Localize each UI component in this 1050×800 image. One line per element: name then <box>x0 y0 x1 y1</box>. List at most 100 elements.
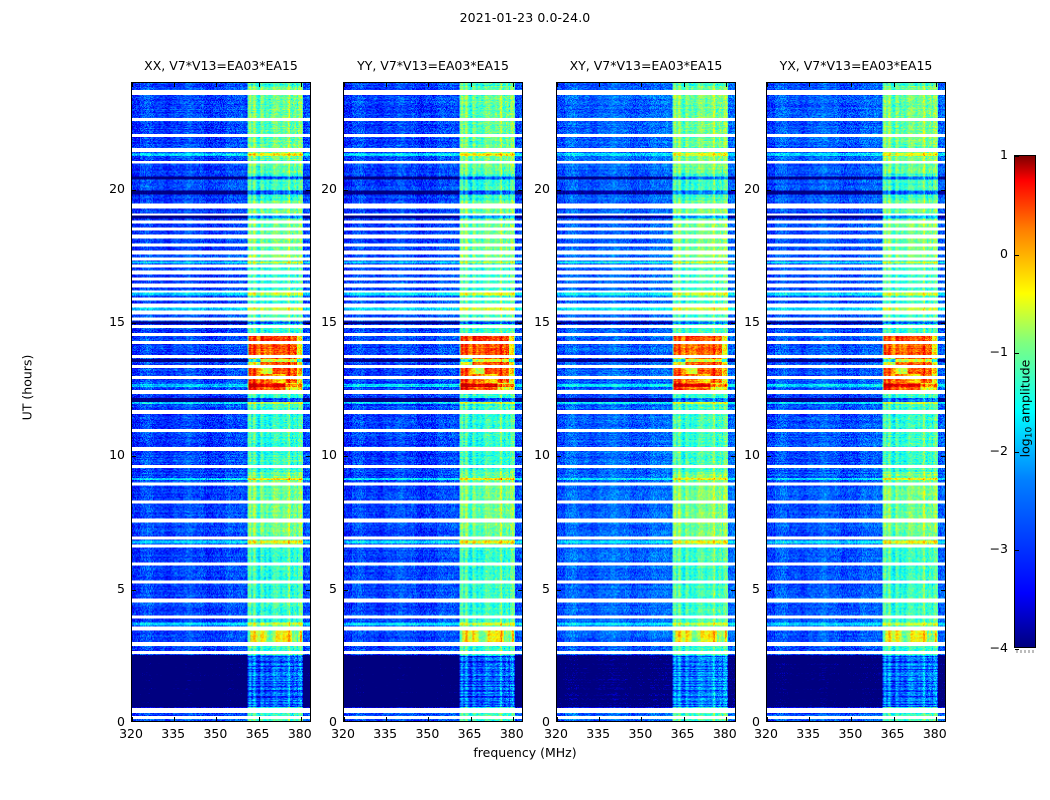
spectrum-panel-yx[interactable] <box>766 82 946 722</box>
x-tick-label: 365 <box>245 726 270 741</box>
x-axis-label: frequency (MHz) <box>473 745 577 760</box>
x-tick-label: 335 <box>161 726 186 741</box>
y-tick-mark <box>344 189 348 191</box>
x-tick-mark <box>300 717 302 721</box>
y-tick-label: 20 <box>109 180 125 196</box>
y-tick-mark <box>767 323 771 324</box>
x-tick-mark <box>174 83 176 87</box>
y-tick-mark <box>557 323 561 324</box>
y-tick-mark <box>941 456 945 458</box>
x-tick-mark <box>344 717 345 721</box>
x-tick-mark <box>851 717 853 721</box>
x-tick-mark <box>470 83 472 87</box>
y-tick-mark <box>557 189 561 191</box>
y-axis-label: UT (hours) <box>19 354 35 421</box>
colorbar-tick-label: −2 <box>989 442 1008 458</box>
x-tick-label: 320 <box>754 726 778 741</box>
colorbar-tick-label: −3 <box>989 541 1008 557</box>
x-tick-mark <box>386 83 388 87</box>
spectrum-panel-xx[interactable] <box>131 82 311 722</box>
x-tick-label: 335 <box>586 726 611 741</box>
spectrogram-image-yx <box>767 83 945 721</box>
x-tick-label: 320 <box>544 726 568 741</box>
x-tick-label: 350 <box>628 726 653 741</box>
y-tick-label: 5 <box>329 580 337 596</box>
y-tick-label: 20 <box>744 180 760 196</box>
x-tick-mark <box>599 83 601 87</box>
x-tick-label: 365 <box>670 726 695 741</box>
colorbar-tick-mark <box>1015 451 1019 453</box>
y-tick-mark <box>132 589 136 591</box>
y-tick-label: 20 <box>534 180 550 196</box>
x-tick-mark <box>641 83 643 87</box>
x-tick-mark <box>258 717 260 721</box>
x-tick-mark <box>512 83 514 87</box>
x-tick-mark <box>258 83 260 87</box>
colorbar-tick-label: 0 <box>1000 245 1008 261</box>
y-tick-mark <box>132 323 136 324</box>
x-tick-label: 320 <box>331 726 355 741</box>
x-tick-mark <box>809 83 811 87</box>
x-tick-mark <box>557 83 558 87</box>
y-tick-mark <box>306 456 310 458</box>
y-tick-mark <box>344 589 348 591</box>
colorbar-label: log10 amplitude <box>1018 314 1035 504</box>
y-tick-mark <box>518 323 522 324</box>
x-tick-mark <box>809 717 811 721</box>
spectrogram-image-xx <box>132 83 310 721</box>
x-tick-mark <box>132 83 133 87</box>
y-tick-mark <box>132 189 136 191</box>
y-tick-mark <box>557 589 561 591</box>
panel-title-xy: XY, V7*V13=EA03*EA15 <box>569 58 723 73</box>
colorbar-tick-mark <box>1015 254 1019 256</box>
y-tick-label: 0 <box>117 714 125 729</box>
y-tick-label: 5 <box>542 580 550 596</box>
y-tick-label: 5 <box>117 580 125 596</box>
x-tick-mark <box>725 83 727 87</box>
panel-title-yy: YY, V7*V13=EA03*EA15 <box>357 58 509 73</box>
x-tick-label: 320 <box>119 726 143 741</box>
y-tick-mark <box>344 323 348 324</box>
y-tick-label: 0 <box>542 714 550 729</box>
x-tick-mark <box>428 717 430 721</box>
y-tick-mark <box>731 589 735 591</box>
x-tick-label: 365 <box>880 726 905 741</box>
colorbar-tick-mark <box>1015 649 1019 650</box>
x-tick-mark <box>216 717 218 721</box>
x-tick-mark <box>767 83 768 87</box>
spectrogram-image-yy <box>344 83 522 721</box>
y-tick-mark <box>557 456 561 458</box>
colorbar-label-sub: 10 <box>1024 426 1035 439</box>
x-tick-mark <box>851 83 853 87</box>
colorbar[interactable] <box>1014 155 1036 650</box>
x-tick-label: 380 <box>712 726 737 741</box>
y-tick-mark <box>941 189 945 191</box>
y-tick-mark <box>132 456 136 458</box>
x-tick-mark <box>386 717 388 721</box>
y-tick-label: 10 <box>109 447 125 463</box>
x-tick-mark <box>935 83 937 87</box>
y-tick-mark <box>731 323 735 324</box>
colorbar-tick-mark <box>1015 550 1019 552</box>
x-tick-label: 335 <box>373 726 398 741</box>
x-tick-mark <box>132 717 133 721</box>
x-tick-mark <box>428 83 430 87</box>
y-tick-label: 10 <box>744 447 760 463</box>
y-tick-mark <box>518 589 522 591</box>
spectrum-panel-yy[interactable] <box>343 82 523 722</box>
y-tick-label: 10 <box>321 447 337 463</box>
y-tick-mark <box>306 323 310 324</box>
x-tick-mark <box>174 717 176 721</box>
x-tick-mark <box>893 83 895 87</box>
x-tick-mark <box>300 83 302 87</box>
y-tick-mark <box>731 189 735 191</box>
colorbar-under-marker <box>1016 650 1034 653</box>
x-tick-label: 380 <box>499 726 524 741</box>
x-tick-mark <box>641 717 643 721</box>
x-tick-mark <box>344 83 345 87</box>
x-tick-mark <box>557 717 558 721</box>
spectrogram-image-xy <box>557 83 735 721</box>
x-tick-mark <box>512 717 514 721</box>
spectrum-panel-xy[interactable] <box>556 82 736 722</box>
x-tick-mark <box>216 83 218 87</box>
